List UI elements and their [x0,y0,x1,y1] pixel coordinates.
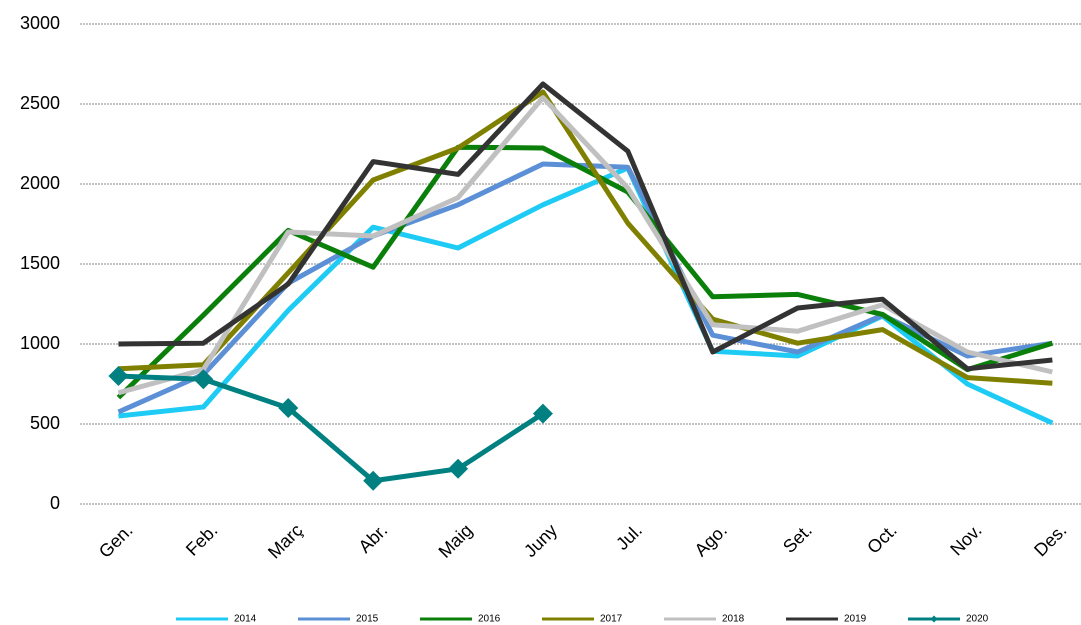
series-line [118,373,545,484]
legend-label: 2014 [234,614,257,625]
x-tick-label: Març [264,520,306,562]
point-marker [448,458,469,479]
y-tick-label: 500 [30,413,60,433]
x-tick-label: Feb. [182,520,222,560]
x-tick-label: Ago. [691,520,731,560]
series-line [118,89,1053,386]
series-line [117,161,1053,415]
y-tick-label: 3000 [20,13,60,33]
y-tick-label: 2000 [20,173,60,193]
x-tick-label: Gen. [95,520,137,562]
x-tick-label: Nov. [946,520,985,559]
x-tick-label: Maig [435,520,477,562]
series-line [118,81,1053,372]
x-tick-label: Jul. [612,520,646,554]
point-marker [278,398,299,418]
point-marker [363,470,384,491]
x-tick-label: Oct. [863,520,900,557]
series-line [116,144,1054,400]
legend-label: 2018 [722,614,745,625]
legend-label: 2017 [600,614,623,625]
legend-label: 2019 [844,614,867,625]
series-line [118,165,1054,426]
legend-label: 2015 [356,614,379,625]
point-marker [532,403,553,424]
x-tick-label: Abr. [355,520,392,557]
x-tick-label: Juny [520,520,561,561]
x-tick-label: Des. [1030,520,1070,560]
y-tick-label: 1500 [20,253,60,273]
x-tick-label: Set. [779,520,816,557]
legend: 2014 2015 2016 2017 2018 2019 2020 [176,614,989,625]
point-marker [108,366,129,386]
legend-label: 2020 [966,614,989,625]
y-tick-label: 0 [50,493,60,513]
legend-marker [930,615,938,623]
legend-label: 2016 [478,614,501,625]
point-marker [193,369,214,390]
y-tick-label: 1000 [20,333,60,353]
y-tick-label: 2500 [20,93,60,113]
